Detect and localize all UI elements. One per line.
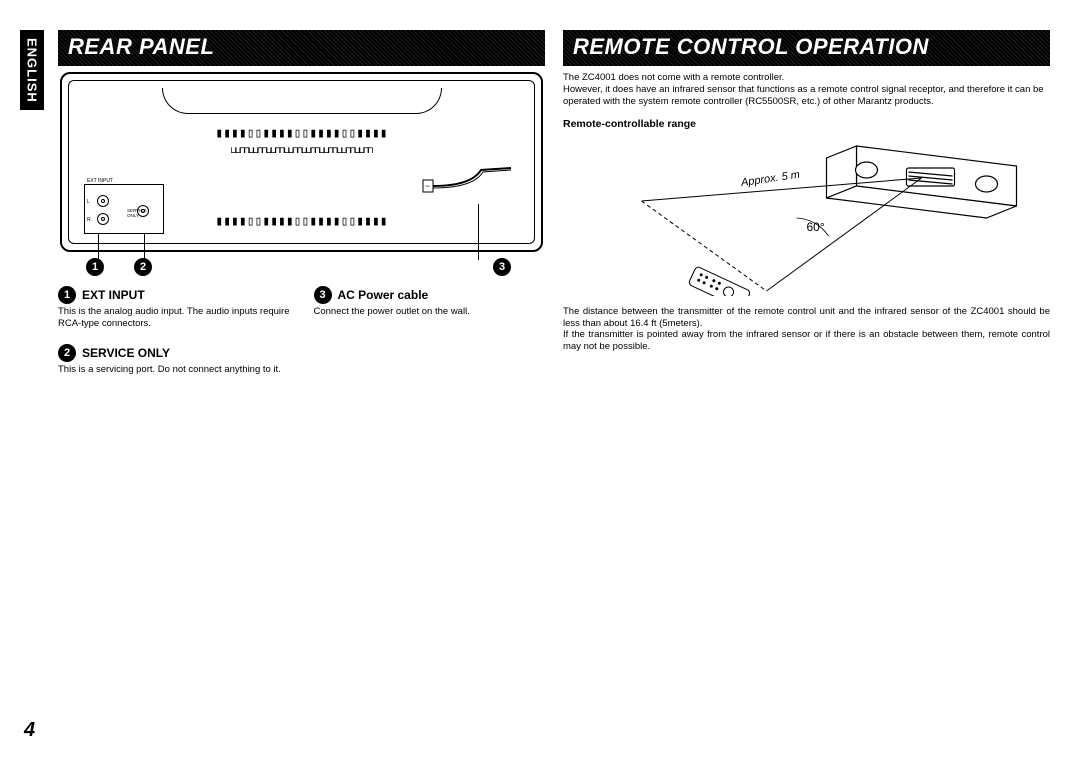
- item-ext-input: 1 EXT INPUT This is the analog audio inp…: [58, 286, 290, 330]
- item-ac-power: 3 AC Power cable Connect the power outle…: [314, 286, 546, 330]
- remote-range-diagram: Approx. 5 m 60°: [563, 136, 1050, 296]
- two-column-layout: REAR PANEL ▮▮▮▮▯▯▮▮▮▮▯▯▮▮▮▮▯▯▮▮▮▮ ⊔⊔⊓⊓⊔⊔…: [58, 30, 1050, 376]
- language-tab: ENGLISH: [20, 30, 44, 110]
- vent-slots-mid: ⊔⊔⊓⊓⊔⊔⊓⊓⊔⊔⊓⊓⊔⊔⊓⊓⊔⊔⊓⊓⊔⊔⊓⊓⊔⊔⊓⊓⊔⊔⊓⊓: [231, 146, 372, 156]
- callout-3: 3: [493, 258, 511, 276]
- item-service-only: 2 SERVICE ONLY This is a servicing port.…: [58, 344, 292, 376]
- leader-line-2: [144, 234, 145, 260]
- vent-slots-bottom: ▮▮▮▮▯▯▮▮▮▮▯▯▮▮▮▮▯▯▮▮▮▮: [215, 214, 387, 229]
- callout-1: 1: [86, 258, 104, 276]
- rca-l-label: L: [87, 199, 90, 205]
- rear-panel-heading: REAR PANEL: [58, 30, 545, 66]
- item-title-3: 3 AC Power cable: [314, 286, 546, 304]
- range-svg: Approx. 5 m 60°: [563, 136, 1050, 296]
- remote-range-title: Remote-controllable range: [563, 118, 1050, 130]
- remote-range-body: The distance between the transmitter of …: [563, 306, 1050, 354]
- ext-input-label: EXT INPUT: [87, 178, 113, 184]
- rca-jack-l: [97, 195, 109, 207]
- ac-cable-icon: ~: [421, 162, 511, 202]
- rear-panel-diagram: ▮▮▮▮▯▯▮▮▮▮▯▯▮▮▮▮▯▯▮▮▮▮ ⊔⊔⊓⊓⊔⊔⊓⊓⊔⊔⊓⊓⊔⊔⊓⊓⊔…: [60, 72, 543, 252]
- callout-2: 2: [134, 258, 152, 276]
- item-num-1: 1: [58, 286, 76, 304]
- rca-r-label: R: [87, 217, 91, 223]
- item-heading-3: AC Power cable: [338, 288, 429, 302]
- item-title-1: 1 EXT INPUT: [58, 286, 290, 304]
- manual-page: ENGLISH REAR PANEL ▮▮▮▮▯▯▮▮▮▮▯▯▮▮▮▮▯▯▮▮▮…: [0, 0, 1080, 764]
- item-body-3: Connect the power outlet on the wall.: [314, 306, 546, 318]
- rear-panel-items-row1: 1 EXT INPUT This is the analog audio inp…: [58, 286, 545, 330]
- distance-label: Approx. 5 m: [739, 168, 800, 188]
- vent-slots-top: ▮▮▮▮▯▯▮▮▮▮▯▯▮▮▮▮▯▯▮▮▮▮: [215, 126, 387, 141]
- item-body-1: This is the analog audio input. The audi…: [58, 306, 290, 330]
- ext-input-port-box: EXT INPUT L R SERVICEONLY: [84, 184, 164, 234]
- left-column: REAR PANEL ▮▮▮▮▯▯▮▮▮▮▯▯▮▮▮▮▯▯▮▮▮▮ ⊔⊔⊓⊓⊔⊔…: [58, 30, 545, 376]
- item-body-2: This is a servicing port. Do not connect…: [58, 364, 292, 376]
- leader-line-3: [478, 204, 479, 260]
- leader-line-1: [98, 234, 99, 260]
- angle-label: 60°: [807, 220, 825, 234]
- remote-control-heading: REMOTE CONTROL OPERATION: [563, 30, 1050, 66]
- page-number: 4: [24, 719, 35, 742]
- item-title-2: 2 SERVICE ONLY: [58, 344, 292, 362]
- item-heading-1: EXT INPUT: [82, 288, 145, 302]
- callout-numbers-row: 1 2 3: [58, 258, 545, 276]
- rear-panel-handle: [162, 88, 442, 114]
- item-heading-2: SERVICE ONLY: [82, 346, 170, 360]
- item-num-3: 3: [314, 286, 332, 304]
- remote-intro-text: The ZC4001 does not come with a remote c…: [563, 72, 1050, 108]
- ac-symbol: ~: [425, 182, 430, 191]
- item-num-2: 2: [58, 344, 76, 362]
- rca-jack-r: [97, 213, 109, 225]
- service-only-label: SERVICEONLY: [127, 209, 147, 218]
- right-column: REMOTE CONTROL OPERATION The ZC4001 does…: [563, 30, 1050, 376]
